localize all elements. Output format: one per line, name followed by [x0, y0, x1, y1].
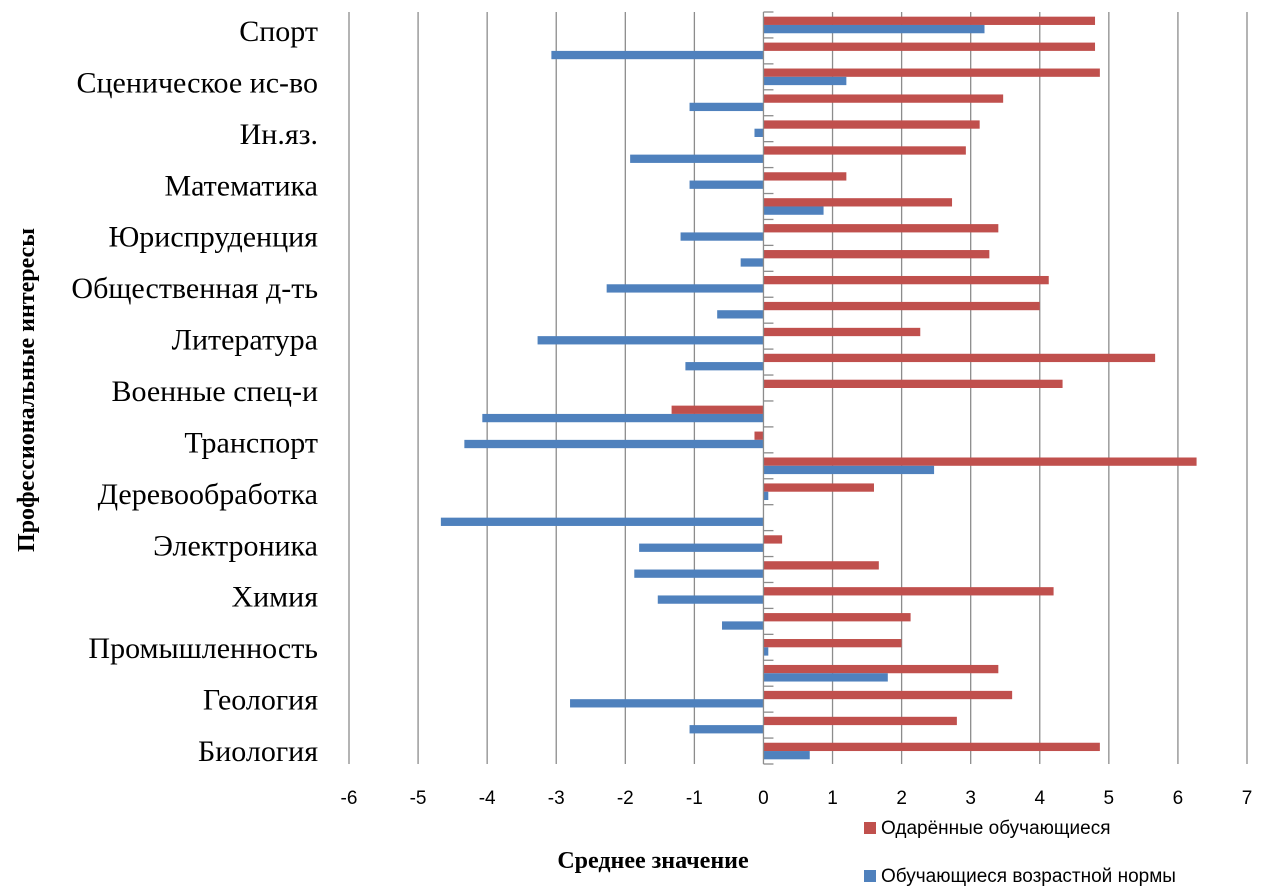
- bar: [763, 16, 1096, 25]
- bar: [763, 561, 879, 570]
- x-tick-label: 6: [1173, 788, 1184, 809]
- category-label: Спорт: [239, 15, 318, 48]
- bar: [763, 24, 985, 34]
- x-tick-label: -4: [479, 788, 496, 809]
- bar: [657, 595, 764, 604]
- category-labels: Спорт Сценическое ис-во Ин.яз. Математика Юр…: [71, 15, 318, 768]
- bar: [763, 716, 957, 726]
- x-tick-label: -3: [548, 788, 565, 809]
- bar: [763, 535, 783, 544]
- category-label: Деревообработка: [98, 478, 318, 511]
- y-axis-title: Профессиональные интересы: [14, 228, 40, 552]
- bar: [763, 206, 824, 215]
- bar: [763, 483, 874, 492]
- bar: [763, 587, 1054, 596]
- bar: [740, 258, 764, 267]
- x-tick-label: 3: [965, 788, 976, 809]
- bar: [763, 275, 1049, 285]
- bar: [689, 102, 764, 112]
- x-tick-label: 4: [1034, 788, 1045, 809]
- bar: [717, 310, 764, 319]
- x-axis-title: Среднее значение: [557, 848, 749, 874]
- bar: [763, 68, 1100, 77]
- bar: [763, 327, 921, 337]
- bar: [551, 50, 764, 60]
- bar: [763, 690, 1013, 700]
- category-label: Геология: [203, 684, 318, 717]
- bar: [689, 725, 764, 734]
- bar: [763, 146, 966, 155]
- category-label: Транспорт: [184, 426, 318, 459]
- bar: [570, 699, 764, 708]
- bar: [464, 439, 764, 449]
- category-label: Промышленность: [88, 632, 318, 665]
- bar: [634, 569, 764, 578]
- bar: [754, 128, 764, 137]
- bar: [689, 180, 764, 189]
- bar: [763, 172, 847, 181]
- x-tick-label: 1: [827, 788, 838, 809]
- bar: [763, 250, 990, 259]
- category-label: Общественная д-ть: [71, 272, 318, 305]
- bar: [482, 413, 764, 423]
- bar: [763, 224, 999, 233]
- bar: [630, 154, 764, 163]
- category-label: Биология: [198, 735, 318, 768]
- legend-label-norm: Обучающиеся возрастной нормы: [881, 866, 1176, 887]
- legend-swatch-gifted: [864, 822, 876, 834]
- tick-labels: -6 -5 -4 -3 -2 -1 0 1 2 3 4 5 6 7: [341, 788, 1253, 809]
- bar: [537, 336, 764, 345]
- legend-swatch-norm: [864, 870, 876, 882]
- bar: [606, 284, 764, 293]
- bar: [763, 198, 953, 207]
- x-tick-label: -1: [686, 788, 703, 809]
- bar: [763, 42, 1096, 51]
- bar: [680, 232, 764, 241]
- x-tick-label: 7: [1242, 788, 1253, 809]
- bar: [763, 379, 1063, 388]
- legend: Одарённые обучающиеся Обучающиеся возрас…: [864, 818, 1176, 887]
- category-label: Электроника: [153, 529, 318, 562]
- category-label: Литература: [172, 324, 318, 357]
- bar: [763, 742, 1100, 752]
- bar: [763, 647, 769, 656]
- x-tick-label: 5: [1104, 788, 1115, 809]
- bar: [685, 362, 764, 371]
- category-label: Химия: [231, 581, 318, 614]
- x-tick-label: 0: [758, 788, 769, 809]
- category-label: Юриспруденция: [108, 221, 318, 254]
- bar: [763, 465, 935, 475]
- bar: [440, 517, 764, 526]
- bar: [639, 543, 764, 552]
- bar: [763, 301, 1040, 311]
- bar: [763, 76, 847, 86]
- bar: [763, 751, 810, 760]
- bar: [763, 94, 1004, 103]
- bar: [763, 613, 911, 622]
- x-tick-label: 2: [896, 788, 907, 809]
- category-label: Математика: [164, 169, 318, 202]
- bar: [763, 353, 1156, 363]
- bar: [763, 673, 888, 682]
- bar: [722, 621, 764, 630]
- bars: [440, 16, 1197, 760]
- x-tick-label: -5: [410, 788, 427, 809]
- value-axis: [762, 11, 774, 765]
- category-label: Сценическое ис-во: [76, 66, 318, 99]
- category-label: Военные спец-и: [111, 375, 318, 408]
- bar: [763, 664, 999, 674]
- bar: [763, 457, 1197, 466]
- bar: [763, 639, 902, 648]
- category-label: Ин.яз.: [240, 118, 318, 151]
- x-tick-label: -2: [617, 788, 634, 809]
- x-tick-label: -6: [341, 788, 358, 809]
- grid-lines: [348, 12, 1248, 764]
- bar: [763, 491, 769, 501]
- bar: [671, 405, 764, 414]
- bar: [754, 431, 764, 440]
- legend-label-gifted: Одарённые обучающиеся: [881, 818, 1110, 839]
- bar: [763, 120, 980, 129]
